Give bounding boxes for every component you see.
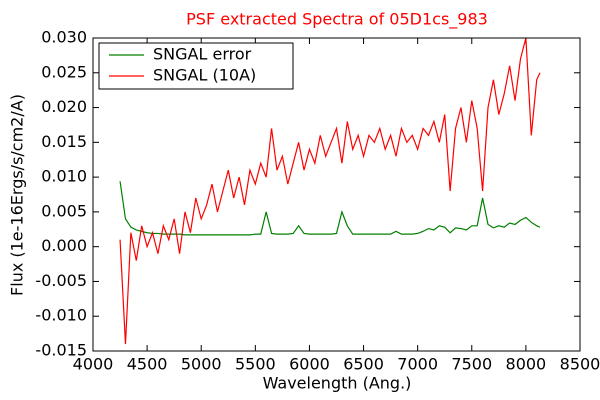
series-line — [119, 38, 541, 345]
x-tick-label: 7000 — [397, 355, 438, 374]
plot-frame — [92, 37, 581, 352]
x-tick-label: 5000 — [181, 355, 222, 374]
y-tick-label: 0.020 — [41, 97, 87, 116]
x-tick-label: 4000 — [73, 355, 114, 374]
x-tick-label: 6500 — [343, 355, 384, 374]
y-tick-label: 0.015 — [41, 132, 87, 151]
chart-title: PSF extracted Spectra of 05D1cs_983 — [186, 10, 488, 30]
legend-label: SNGAL error — [153, 45, 252, 64]
y-axis-label: Flux (1e-16Ergs/s/cm2/A) — [8, 94, 27, 296]
y-tick-label: 0.010 — [41, 167, 87, 186]
x-tick-label: 6000 — [289, 355, 330, 374]
x-tick-label: 5500 — [235, 355, 276, 374]
y-tick-label: 0.005 — [41, 201, 87, 220]
y-tick-label: 0.025 — [41, 62, 87, 81]
y-tick-label: -0.010 — [35, 306, 87, 325]
y-tick-label: 0.000 — [41, 236, 87, 255]
legend-box — [98, 42, 294, 90]
y-tick-label: -0.015 — [35, 341, 87, 360]
y-tick-label: -0.005 — [35, 271, 87, 290]
legend-label: SNGAL (10A) — [153, 66, 256, 85]
x-axis-label: Wavelength (Ang.) — [263, 374, 412, 393]
x-tick-label: 7500 — [451, 355, 492, 374]
x-tick-label: 8500 — [560, 355, 600, 374]
x-tick-label: 8000 — [506, 355, 547, 374]
x-tick-label: 4500 — [127, 355, 168, 374]
y-tick-label: 0.030 — [41, 28, 87, 47]
series-line — [119, 181, 541, 236]
